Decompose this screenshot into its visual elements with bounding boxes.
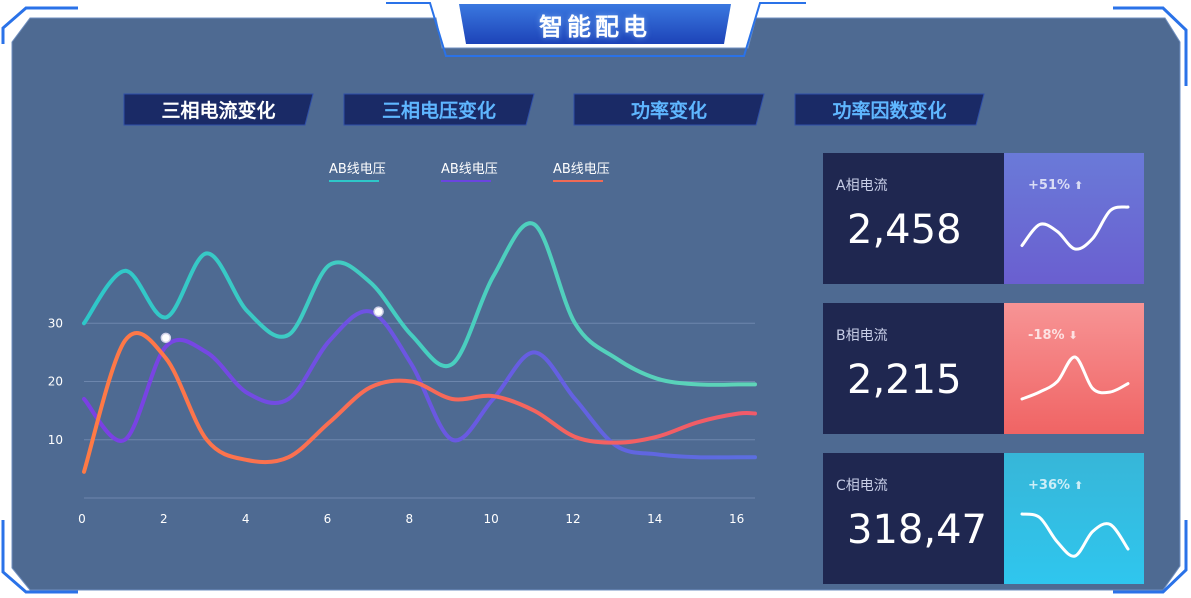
x-tick-label: 16 — [729, 512, 744, 526]
sparkline — [1004, 303, 1144, 434]
card-name: B相电流 — [836, 328, 888, 344]
arrow-up-icon: ⬆ — [1074, 179, 1084, 192]
x-tick-label: 4 — [242, 512, 250, 526]
tab-power-factor[interactable]: 功率因数变化 — [795, 94, 984, 125]
tab-power[interactable]: 功率变化 — [574, 94, 764, 125]
legend-label: AB线电压 — [441, 162, 498, 177]
spark-background — [1004, 153, 1144, 284]
x-tick-label: 14 — [647, 512, 662, 526]
card-value: 318,47 — [847, 507, 987, 553]
card-phase-b: B相电流 2,215 -18% ⬇ — [823, 303, 1144, 434]
legend-swatch — [441, 180, 491, 182]
legend-label: AB线电压 — [329, 162, 386, 177]
tab-current[interactable]: 三相电流变化 — [124, 94, 313, 125]
tab-label: 三相电流变化 — [161, 100, 276, 122]
tab-voltage[interactable]: 三相电压变化 — [344, 94, 534, 125]
y-tick-label: 20 — [48, 375, 63, 389]
spark-panel: -18% ⬇ — [1004, 303, 1144, 434]
card-value: 2,458 — [847, 207, 962, 253]
arrow-down-icon: ⬇ — [1068, 329, 1078, 342]
tab-label: 功率因数变化 — [832, 100, 947, 122]
spark-panel: +36% ⬆ — [1004, 453, 1144, 584]
sparkline-path — [1020, 205, 1130, 251]
title-plate — [459, 4, 731, 44]
legend-label: AB线电压 — [553, 162, 610, 177]
x-tick-label: 6 — [324, 512, 332, 526]
card-phase-c: C相电流 318,47 +36% ⬆ — [823, 453, 1144, 584]
tab-plates — [123, 93, 985, 126]
x-tick-label: 2 — [160, 512, 168, 526]
sparkline-path — [1020, 512, 1130, 558]
x-tick-label: 12 — [565, 512, 580, 526]
series-line-2[interactable] — [82, 309, 757, 460]
change-value: +51% — [1028, 178, 1071, 193]
x-tick-label: 0 — [78, 512, 86, 526]
change-indicator: +51% ⬆ — [1028, 178, 1083, 193]
spark-panel: +51% ⬆ — [1004, 153, 1144, 284]
legend-swatch — [329, 180, 379, 182]
series-line-1[interactable] — [82, 221, 757, 387]
sparkline — [1004, 153, 1144, 284]
tab-label: 三相电压变化 — [381, 100, 496, 122]
spark-background — [1004, 453, 1144, 584]
sparkline-path — [1020, 355, 1130, 401]
series-line-3[interactable] — [82, 331, 757, 474]
tab-label: 功率变化 — [630, 100, 707, 122]
change-indicator: -18% ⬇ — [1028, 328, 1078, 343]
change-indicator: +36% ⬆ — [1028, 478, 1083, 493]
page-title: 智能配电 — [539, 12, 651, 41]
y-tick-label: 30 — [48, 316, 63, 330]
card-phase-a: A相电流 2,458 +51% ⬆ — [823, 153, 1144, 284]
y-tick-label: 10 — [48, 433, 63, 447]
line-chart: 10 20 30 0 2 4 6 8 10 12 14 16 — [48, 221, 757, 526]
x-tick-label: 8 — [405, 512, 413, 526]
arrow-up-icon: ⬆ — [1074, 479, 1084, 492]
spark-background — [1004, 303, 1144, 434]
legend-item-2[interactable]: AB线电压 — [441, 158, 498, 182]
sparkline — [1004, 453, 1144, 584]
legend-item-1[interactable]: AB线电压 — [329, 158, 386, 182]
corner-accents — [1, 6, 1188, 594]
title-bracket — [386, 2, 806, 57]
card-name: C相电流 — [836, 478, 888, 494]
data-point-marker[interactable] — [160, 332, 172, 344]
data-point-marker[interactable] — [373, 306, 384, 317]
legend-item-3[interactable]: AB线电压 — [553, 158, 610, 182]
legend-swatch — [553, 180, 603, 182]
card-value: 2,215 — [847, 357, 962, 403]
change-value: -18% — [1028, 328, 1065, 343]
change-value: +36% — [1028, 478, 1071, 493]
card-name: A相电流 — [836, 178, 888, 194]
x-tick-label: 10 — [484, 512, 499, 526]
